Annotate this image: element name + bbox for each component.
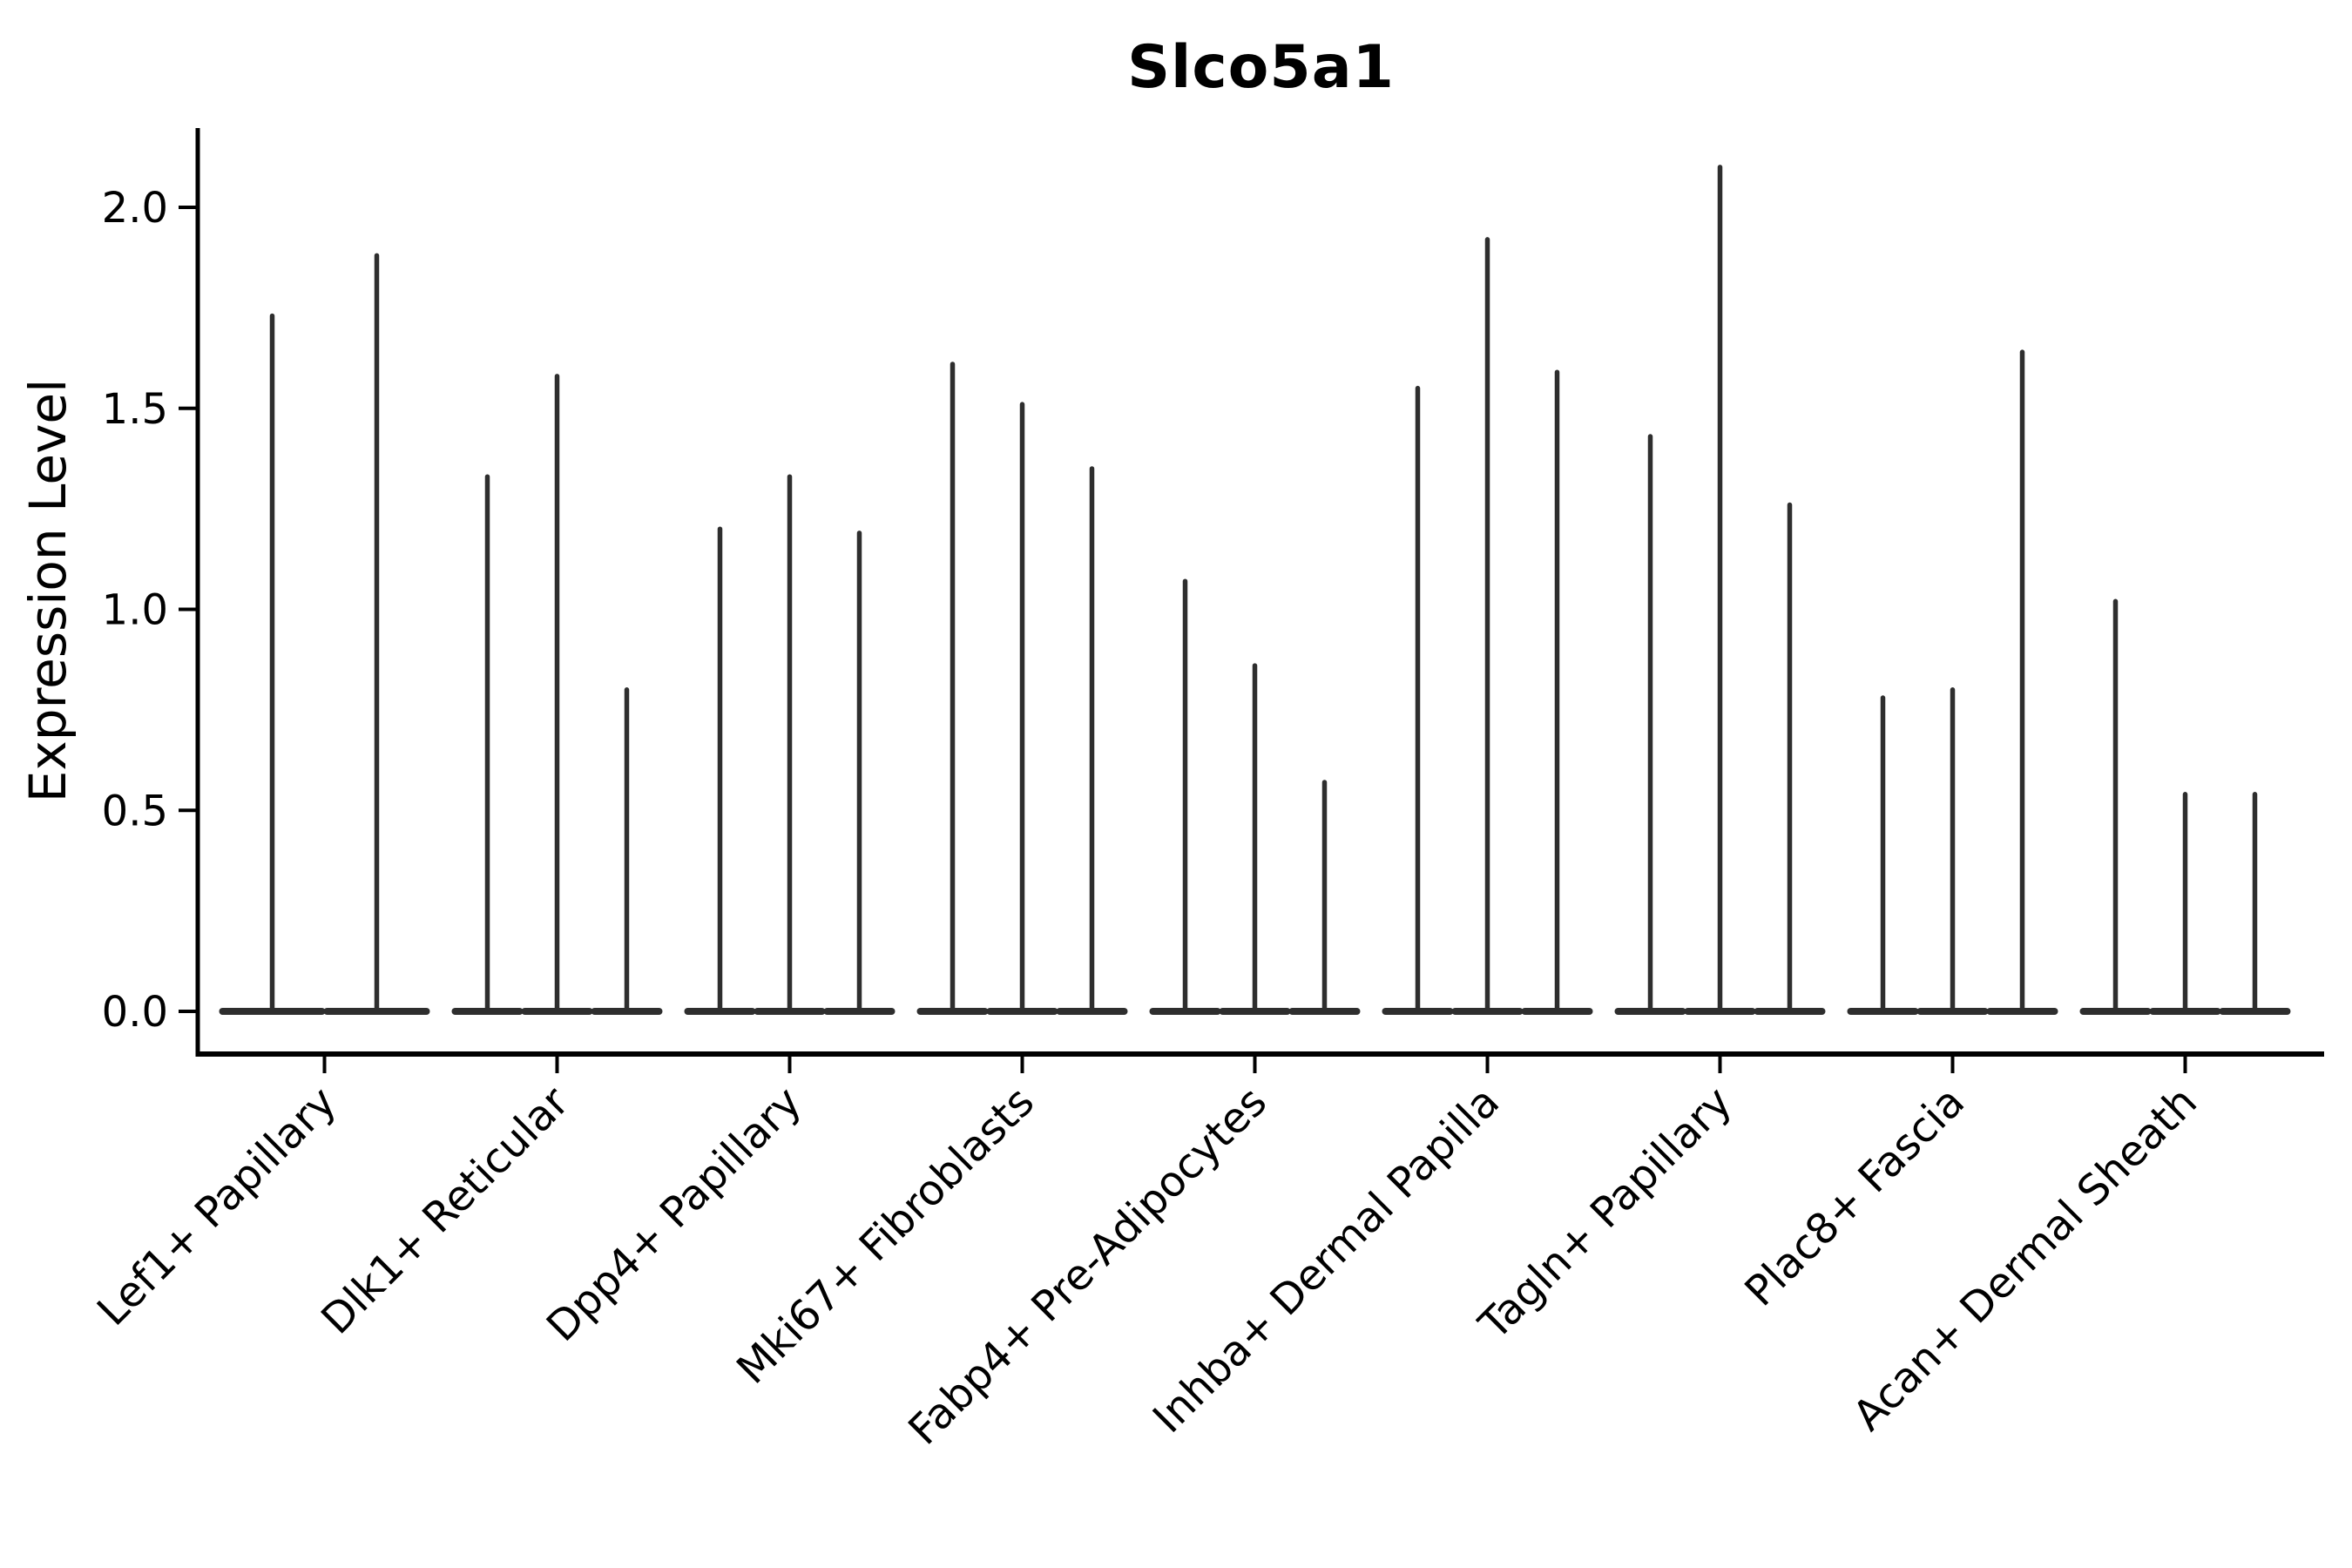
x-category-label: Plac8+ Fascia (1735, 1078, 1974, 1316)
x-category-label: Lef1+ Papillary (88, 1078, 346, 1335)
y-tick-label: 0.5 (102, 787, 168, 835)
x-category-label: Tagln+ Papillary (1470, 1078, 1741, 1349)
x-category-label: Dpp4+ Papillary (537, 1078, 811, 1351)
x-category-label: Dlk1+ Reticular (312, 1078, 578, 1344)
chart-title: Slco5a1 (1127, 33, 1395, 102)
y-tick-label: 1.5 (102, 385, 168, 434)
y-tick-label: 2.0 (102, 184, 168, 233)
y-tick-label: 0.0 (102, 988, 168, 1037)
y-tick-label: 1.0 (102, 586, 168, 635)
